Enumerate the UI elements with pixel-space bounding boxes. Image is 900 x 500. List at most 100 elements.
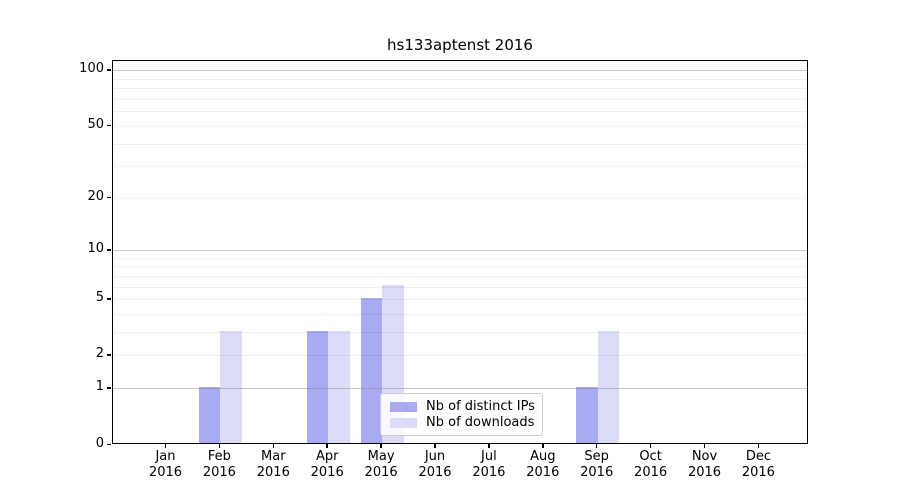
y-tick-mark — [107, 124, 111, 127]
chart-title: hs133aptenst 2016 — [387, 36, 533, 54]
x-tick-label: Feb 2016 — [179, 449, 259, 481]
x-tick-label-year: 2016 — [687, 464, 722, 480]
x-tick-label: Sep 2016 — [557, 449, 637, 481]
x-tick-label-year: 2016 — [634, 464, 668, 480]
bar-downloads — [328, 330, 350, 443]
x-tick-mark — [757, 443, 760, 448]
minor-gridline — [113, 332, 807, 334]
legend-swatch-distinct-ips — [390, 401, 417, 412]
bar-distinct-ips — [360, 297, 383, 443]
major-gridline — [113, 250, 807, 252]
x-tick-label-month: May — [367, 448, 395, 464]
x-tick-label-year: 2016 — [580, 464, 614, 480]
y-tick-mark — [107, 249, 111, 251]
major-gridline — [113, 388, 807, 390]
y-tick-mark — [107, 354, 111, 356]
x-tick-label-month: Mar — [261, 448, 286, 464]
x-tick-label: Jul 2016 — [449, 449, 529, 481]
plot-area — [112, 60, 808, 444]
minor-gridline — [113, 266, 807, 268]
bar-distinct-ips — [198, 386, 221, 443]
x-tick-mark — [434, 443, 436, 448]
x-tick-label-month: Dec — [745, 448, 771, 464]
x-tick-mark — [164, 443, 167, 448]
x-tick-label-year: 2016 — [364, 464, 398, 480]
minor-gridline — [113, 257, 807, 259]
x-tick-label-month: Apr — [315, 448, 339, 464]
x-tick-mark — [218, 443, 221, 448]
x-tick-label-year: 2016 — [256, 464, 290, 480]
x-tick-label: Nov 2016 — [665, 449, 745, 481]
y-tick-label: 5 — [95, 290, 104, 306]
minor-gridline — [113, 355, 807, 357]
legend-label-distinct-ips: Nb of distinct IPs — [426, 399, 535, 414]
legend-label-downloads: Nb of downloads — [426, 415, 535, 430]
x-tick-mark — [380, 443, 382, 448]
y-tick-label: 1 — [95, 379, 104, 395]
x-tick-label-year: 2016 — [202, 464, 236, 480]
x-tick-mark — [703, 443, 706, 448]
x-tick-label-month: Oct — [639, 448, 662, 464]
minor-gridline — [113, 299, 807, 301]
x-tick-mark — [488, 443, 490, 448]
legend: Nb of distinct IPs Nb of downloads — [380, 393, 543, 436]
y-tick-mark — [107, 69, 111, 71]
bar-distinct-ips — [306, 330, 329, 443]
x-tick-label-year: 2016 — [148, 464, 183, 480]
x-tick-label-year: 2016 — [310, 464, 344, 480]
y-tick-mark — [107, 443, 111, 445]
x-tick-mark — [649, 443, 652, 448]
minor-gridline — [113, 166, 807, 168]
legend-item-downloads: Nb of downloads — [390, 415, 535, 430]
x-tick-label: Jun 2016 — [395, 449, 475, 481]
bar-downloads — [220, 330, 242, 443]
x-tick-label-month: Aug — [530, 448, 556, 464]
x-tick-label-month: Sep — [584, 448, 609, 464]
minor-gridline — [113, 286, 807, 288]
y-tick-label: 20 — [87, 188, 104, 204]
minor-gridline — [113, 125, 807, 127]
x-tick-label: Mar 2016 — [233, 449, 313, 481]
y-tick-mark — [107, 196, 111, 199]
minor-gridline — [113, 88, 807, 90]
y-tick-mark — [107, 298, 111, 300]
x-tick-mark — [326, 443, 328, 448]
y-tick-label: 50 — [87, 116, 104, 132]
bar-downloads — [597, 330, 620, 443]
y-tick-label: 10 — [87, 241, 104, 257]
y-tick-label: 100 — [79, 61, 104, 77]
minor-gridline — [113, 197, 807, 199]
legend-swatch-downloads — [390, 417, 417, 428]
legend-item-distinct-ips: Nb of distinct IPs — [390, 399, 535, 414]
x-tick-label-month: Feb — [207, 448, 231, 464]
minor-gridline — [113, 78, 807, 80]
bar-distinct-ips — [576, 386, 598, 443]
x-tick-label: Dec 2016 — [718, 449, 798, 481]
x-tick-label-year: 2016 — [472, 464, 506, 480]
y-tick-mark — [107, 387, 111, 389]
major-gridline — [113, 70, 807, 72]
x-tick-label-year: 2016 — [526, 464, 560, 480]
minor-gridline — [113, 143, 807, 145]
minor-gridline — [113, 111, 807, 113]
minor-gridline — [113, 275, 807, 277]
x-tick-mark — [542, 443, 544, 448]
x-tick-label-month: Jun — [424, 448, 446, 464]
x-tick-label-month: Nov — [691, 448, 718, 464]
x-tick-mark — [595, 443, 598, 448]
x-tick-label: Apr 2016 — [287, 449, 367, 481]
x-tick-label: Jan 2016 — [126, 449, 206, 481]
x-tick-label-year: 2016 — [418, 464, 452, 480]
minor-gridline — [113, 99, 807, 101]
x-tick-label: Oct 2016 — [611, 449, 691, 481]
x-tick-label-month: Jul — [481, 448, 497, 464]
x-tick-mark — [272, 443, 275, 448]
minor-gridline — [113, 314, 807, 316]
x-tick-label-year: 2016 — [741, 464, 775, 480]
x-tick-label-month: Jan — [155, 448, 176, 464]
x-tick-label: May 2016 — [341, 449, 421, 481]
y-tick-label: 0 — [95, 435, 104, 451]
x-tick-label: Aug 2016 — [503, 449, 583, 481]
y-tick-label: 2 — [95, 346, 104, 362]
